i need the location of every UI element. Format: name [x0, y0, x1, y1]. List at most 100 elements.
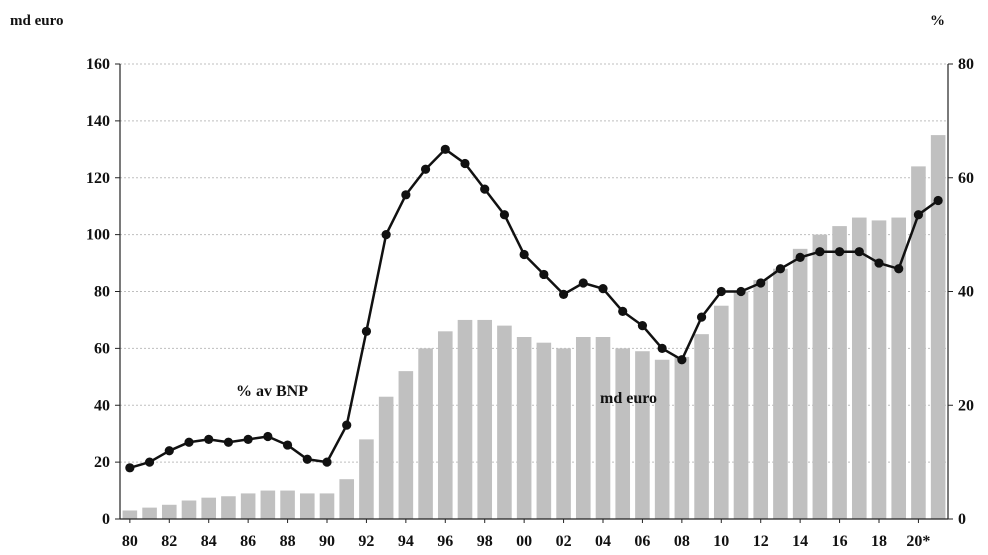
bar — [911, 166, 926, 519]
bar — [536, 342, 552, 519]
bar — [674, 356, 690, 519]
bar — [871, 220, 887, 519]
bar — [832, 226, 847, 519]
line-point — [125, 463, 135, 473]
bar — [773, 268, 788, 519]
line-point — [598, 284, 608, 294]
bar — [713, 305, 729, 519]
x-tick-label: 98 — [477, 533, 493, 550]
x-tick-label: 12 — [753, 533, 769, 550]
x-tick-label: 94 — [398, 533, 414, 550]
x-tick-label: 92 — [358, 533, 374, 550]
x-tick-label: 02 — [556, 533, 572, 550]
bar — [694, 334, 709, 519]
bar — [359, 439, 374, 519]
left-tick-label: 100 — [86, 227, 110, 244]
line-point — [736, 286, 746, 297]
line-series — [125, 144, 943, 473]
left-axis-unit-label: md euro — [10, 13, 63, 29]
bar — [575, 337, 591, 519]
line-point — [716, 286, 726, 297]
gridlines — [120, 63, 948, 463]
x-tick-label: 80 — [122, 533, 138, 550]
annotation-md-euro: md euro — [600, 390, 657, 407]
x-tick-label: 96 — [437, 533, 453, 550]
line-point — [164, 446, 174, 456]
x-tick-label: 18 — [871, 533, 887, 550]
bar — [615, 348, 631, 519]
line-point — [223, 437, 234, 447]
line-point — [184, 437, 194, 447]
line-point — [381, 230, 391, 240]
right-tick-label: 40 — [958, 284, 974, 301]
bar — [516, 337, 532, 519]
right-axis-unit-label: % — [930, 13, 945, 29]
x-tick-label: 06 — [634, 533, 650, 550]
bar — [556, 348, 571, 519]
line-point — [578, 278, 588, 288]
line-point — [440, 144, 450, 154]
line-point — [834, 247, 845, 257]
bar — [319, 493, 335, 519]
line-point — [144, 457, 155, 467]
left-tick-label: 140 — [86, 113, 110, 130]
bar — [930, 135, 946, 519]
x-tick-label: 04 — [595, 533, 611, 550]
x-tick-label: 88 — [280, 533, 296, 550]
axes — [115, 63, 953, 523]
line-point — [401, 190, 411, 200]
right-tick-label: 80 — [958, 56, 974, 73]
bar — [753, 280, 769, 519]
x-tick-label: 08 — [674, 533, 690, 550]
right-tick-label: 0 — [958, 511, 966, 528]
x-tick-label: 82 — [161, 533, 177, 550]
line-point — [854, 247, 864, 257]
annotation-pct-bnp: % av BNP — [236, 383, 308, 400]
line-point — [263, 431, 273, 442]
bar — [477, 319, 493, 519]
right-tick-label: 20 — [958, 397, 974, 414]
left-tick-label: 120 — [86, 170, 110, 187]
x-tick-label: 14 — [792, 533, 808, 550]
bar — [437, 331, 453, 519]
bar — [161, 504, 177, 519]
line-point — [815, 247, 825, 257]
x-tick-label: 20* — [906, 533, 930, 550]
line-point — [460, 158, 470, 169]
bar — [122, 510, 138, 519]
line-point — [756, 278, 766, 288]
bar — [792, 248, 808, 519]
line-point — [933, 195, 943, 206]
bar — [635, 351, 650, 519]
line-point — [322, 457, 332, 467]
bar — [891, 217, 907, 519]
line-point — [243, 434, 253, 444]
line-point — [204, 434, 214, 444]
line-point — [795, 252, 805, 262]
x-tick-label: 84 — [201, 533, 217, 550]
left-tick-label: 0 — [102, 511, 110, 528]
line-point — [775, 264, 786, 274]
line-point — [657, 343, 667, 353]
bar — [418, 348, 433, 519]
bar — [497, 325, 512, 519]
line-point — [894, 264, 904, 274]
line-point — [302, 454, 312, 464]
bar — [221, 496, 236, 519]
bar — [851, 217, 867, 519]
x-tick-label: 10 — [713, 533, 729, 550]
line-point — [282, 440, 293, 450]
bar — [595, 337, 611, 519]
x-tick-label: 90 — [319, 533, 335, 550]
bar — [280, 490, 295, 519]
bar — [733, 291, 749, 519]
bar — [299, 493, 315, 519]
x-tick-label: 16 — [832, 533, 848, 550]
bar — [201, 497, 217, 519]
line-point — [696, 312, 707, 322]
x-tick-label: 86 — [240, 533, 256, 550]
line-point — [499, 210, 510, 220]
bar — [240, 493, 256, 519]
